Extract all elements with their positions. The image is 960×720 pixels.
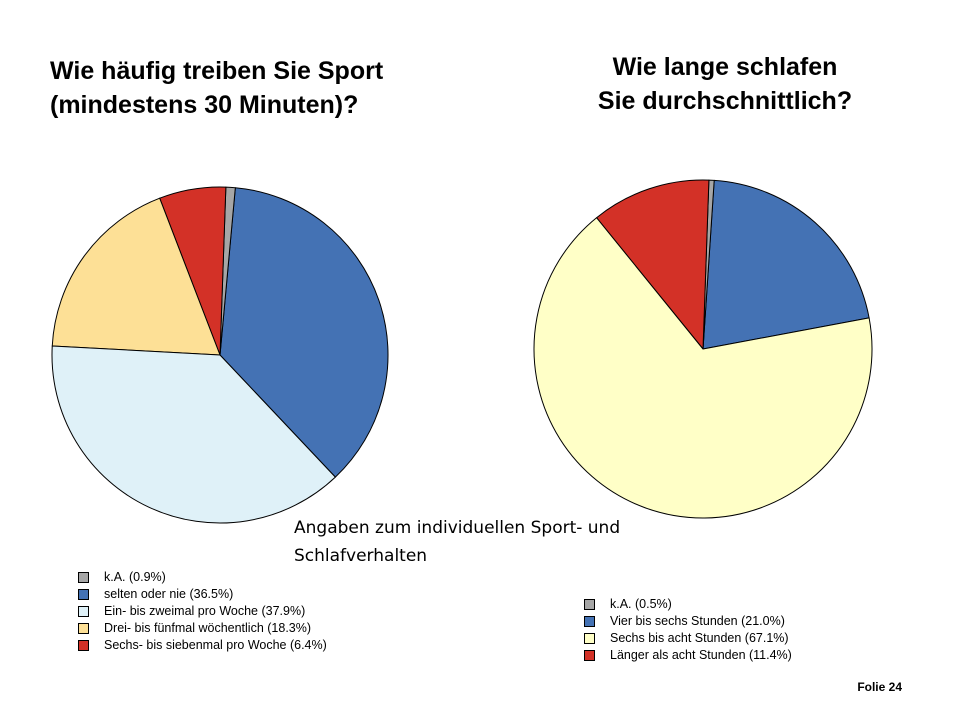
chart-title-schlaf: Wie lange schlafen Sie durchschnittlich? [560, 50, 890, 118]
chart-title-sport-line-1: Wie häufig treiben Sie Sport [50, 57, 384, 85]
legend-sport: k.A. (0.9%) selten oder nie (36.5%) Ein- b… [78, 569, 327, 654]
legend-swatch [584, 616, 595, 627]
legend-swatch [78, 606, 89, 617]
pie-slice-schlaf-1 [702, 179, 870, 350]
legend-label: k.A. (0.5%) [610, 597, 672, 611]
chart-title-schlaf-line-2: Sie durchschnittlich? [597, 87, 853, 115]
legend-item-schlaf-3: Länger als acht Stunden (11.4%) [584, 647, 792, 664]
legend-item-sport-3: Drei- bis fünfmal wöchentlich (18.3%) [78, 620, 327, 637]
legend-label: k.A. (0.9%) [104, 570, 166, 584]
legend-item-sport-2: Ein- bis zweimal pro Woche (37.9%) [78, 603, 327, 620]
legend-label: Drei- bis fünfmal wöchentlich (18.3%) [104, 621, 312, 635]
legend-item-sport-1: selten oder nie (36.5%) [78, 586, 327, 603]
slide-caption: Angaben zum individuellen Sport- und Sch… [294, 518, 621, 566]
legend-item-schlaf-2: Sechs bis acht Stunden (67.1%) [584, 630, 792, 647]
legend-swatch [78, 589, 89, 600]
chart-title-sport-line-2: (mindestens 30 Minuten)? [50, 91, 359, 119]
legend-schlaf: k.A. (0.5%) Vier bis sechs Stunden (21.0%… [584, 596, 792, 664]
legend-label: Sechs- bis siebenmal pro Woche (6.4%) [104, 638, 327, 652]
pie-slice-sport-2 [51, 345, 336, 524]
legend-item-schlaf-0: k.A. (0.5%) [584, 596, 792, 613]
legend-swatch [584, 633, 595, 644]
legend-label: selten oder nie (36.5%) [104, 587, 234, 601]
pie-slice-schlaf-3 [596, 179, 710, 350]
legend-swatch [584, 599, 595, 610]
legend-item-sport-4: Sechs- bis siebenmal pro Woche (6.4%) [78, 637, 327, 654]
legend-swatch [78, 572, 89, 583]
legend-swatch [78, 640, 89, 651]
legend-item-sport-0: k.A. (0.9%) [78, 569, 327, 586]
legend-swatch [584, 650, 595, 661]
chart-title-sport: Wie häufig treiben Sie Sport (mindestens… [50, 54, 470, 122]
legend-label: Sechs bis acht Stunden (67.1%) [610, 631, 789, 645]
page-label: Folie 24 [857, 680, 902, 694]
legend-swatch [78, 623, 89, 634]
legend-label: Länger als acht Stunden (11.4%) [610, 648, 792, 662]
legend-item-schlaf-1: Vier bis sechs Stunden (21.0%) [584, 613, 792, 630]
pie-slice-sport-3 [51, 197, 221, 356]
legend-label: Ein- bis zweimal pro Woche (37.9%) [104, 604, 306, 618]
pie-slice-schlaf-2 [533, 217, 873, 519]
chart-title-schlaf-line-1: Wie lange schlafen [612, 53, 838, 81]
pie-slice-sport-1 [219, 187, 389, 478]
legend-label: Vier bis sechs Stunden (21.0%) [610, 614, 785, 628]
